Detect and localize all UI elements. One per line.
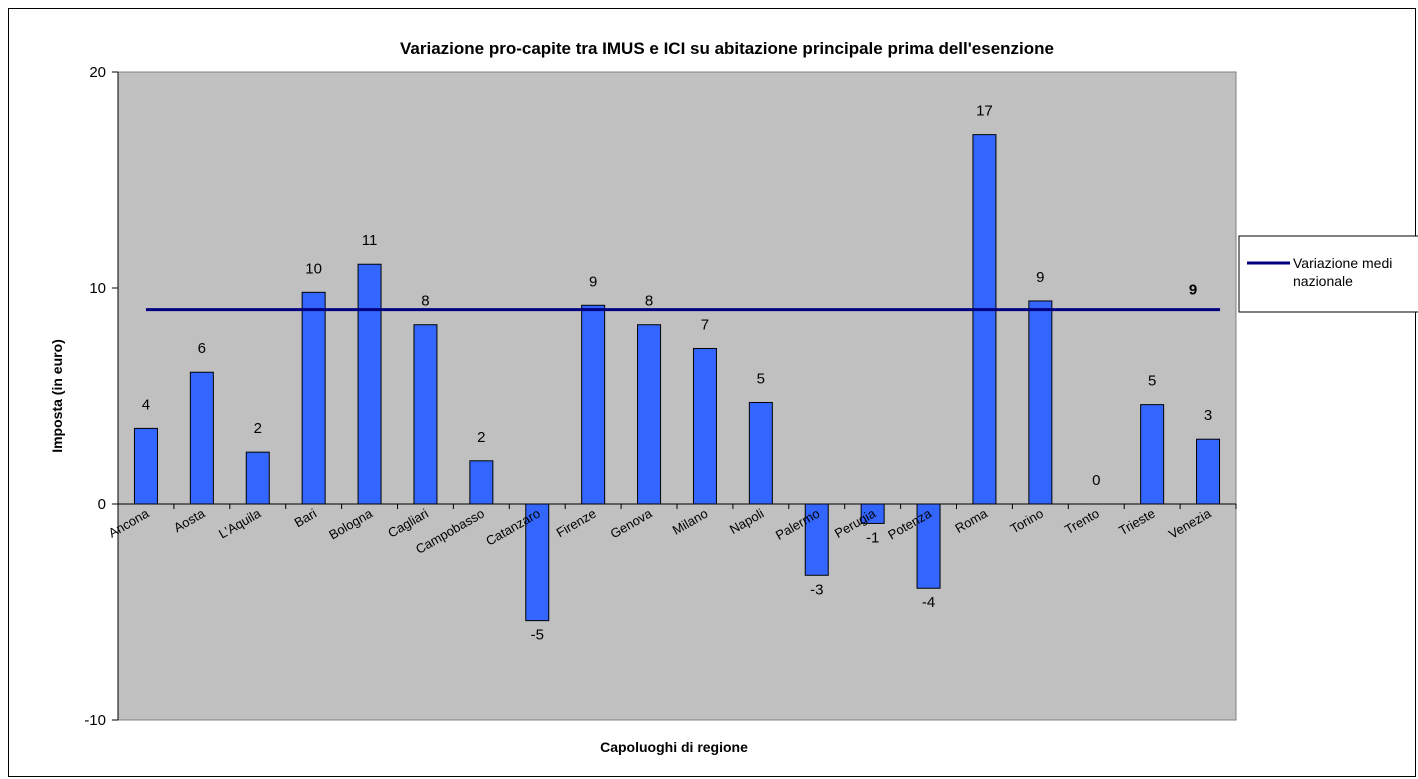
y-tick-labels: -10 0 10 20 — [84, 64, 106, 729]
bar — [1196, 438, 1221, 505]
bar-data-label: 8 — [645, 293, 653, 310]
legend-label-line: Variazione medi — [1293, 255, 1392, 271]
bar-data-label: 3 — [1204, 407, 1212, 424]
legend-label: Variazione medi nazionale — [1293, 255, 1392, 289]
bar-data-label: 0 — [1092, 472, 1100, 489]
bar-data-label: -4 — [922, 594, 935, 611]
bar — [133, 427, 158, 505]
bar-data-label: -3 — [810, 581, 823, 598]
legend-label-line: nazionale — [1293, 273, 1353, 289]
plot-area — [117, 71, 1237, 721]
bar-data-label: 2 — [477, 429, 485, 446]
bar — [469, 460, 494, 505]
bar — [972, 134, 997, 505]
bar — [916, 503, 941, 589]
bar-data-label: 6 — [198, 340, 206, 357]
bar — [357, 263, 382, 505]
mean-line-group: 9 — [145, 282, 1221, 312]
bar — [748, 401, 773, 505]
bar — [581, 304, 606, 505]
bar-data-label: 17 — [976, 103, 993, 120]
bar-series — [133, 134, 1221, 622]
bar-data-label: 8 — [421, 293, 429, 310]
bar — [637, 324, 662, 505]
y-tick-label: 20 — [89, 64, 106, 81]
bar — [804, 503, 829, 576]
bar — [1140, 404, 1165, 505]
bar — [1028, 300, 1053, 505]
y-tick-label: -10 — [84, 712, 106, 729]
bar — [525, 503, 550, 622]
y-tick-label: 0 — [98, 496, 106, 513]
mean-line-label: 9 — [1189, 282, 1197, 299]
bar — [189, 371, 214, 505]
bar-data-labels: 4 6 2 10 11 8 2 -5 9 8 7 5 -3 -1 -4 17 9 0 5 3 — [142, 103, 1212, 644]
y-axis-title: Imposta (in euro) — [49, 339, 65, 453]
bar — [860, 503, 885, 524]
bar-data-label: 2 — [254, 420, 262, 437]
chart-title: Variazione pro-capite tra IMUS e ICI su … — [400, 39, 1054, 58]
bar-data-label: -5 — [531, 627, 544, 644]
x-axis-title: Capoluoghi di regione — [600, 739, 748, 755]
bar — [301, 291, 326, 505]
bar-data-label: 4 — [142, 396, 150, 413]
bar-data-label: 9 — [589, 273, 597, 290]
legend: Variazione medi nazionale — [1238, 235, 1418, 313]
bar-data-label: 11 — [362, 232, 378, 249]
bar-data-label: 5 — [1148, 373, 1156, 390]
bar-data-label: 9 — [1036, 269, 1044, 286]
bar-data-label: 10 — [305, 260, 322, 277]
bar — [413, 324, 438, 505]
bar — [692, 347, 717, 505]
legend-box — [1238, 235, 1418, 313]
y-tick-label: 10 — [89, 280, 106, 297]
bar — [245, 451, 270, 505]
bar-data-label: 7 — [701, 316, 709, 333]
bar-data-label: -1 — [866, 529, 879, 546]
bar-data-label: 5 — [757, 370, 765, 387]
